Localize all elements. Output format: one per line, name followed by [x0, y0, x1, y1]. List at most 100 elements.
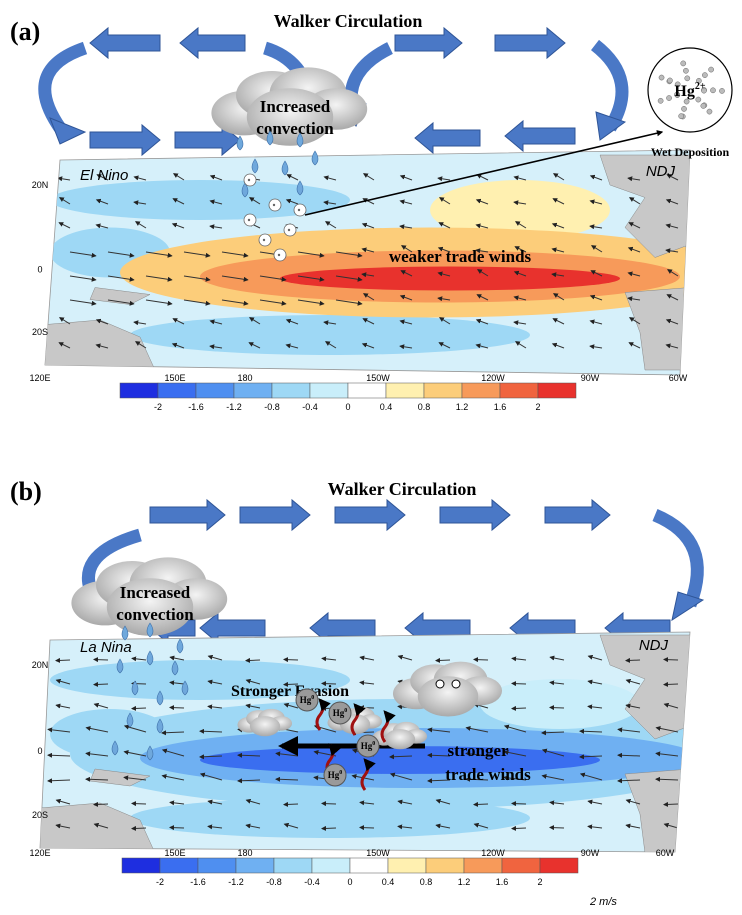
colorbar-swatch: [274, 858, 312, 873]
hail-dot: [288, 229, 290, 231]
wind-vector: [512, 683, 526, 684]
lat-label: 0: [37, 746, 42, 756]
colorbar-label: -1.2: [226, 402, 242, 412]
colorbar-label: 0.4: [382, 877, 395, 887]
winds-line: stronger: [447, 741, 509, 760]
hg-particle: [659, 75, 664, 80]
convection-line: Increased: [120, 583, 191, 602]
lon-label: 120W: [481, 848, 505, 858]
wind-vector: [550, 707, 564, 708]
winds-label: weaker trade winds: [389, 247, 532, 266]
colorbar-label: -0.4: [304, 877, 320, 887]
flow-arrow: [150, 500, 225, 530]
anomaly: [50, 180, 350, 220]
colorbar-label: 0.8: [418, 402, 431, 412]
wind-vector: [132, 828, 146, 829]
colorbar-label: 0: [347, 877, 352, 887]
wind-vector: [474, 804, 488, 805]
wind-vector: [626, 660, 640, 661]
hg-particle: [702, 73, 707, 78]
colorbar-swatch: [312, 858, 350, 873]
wind-vector: [94, 684, 108, 685]
colorbar-label: 1.6: [496, 877, 509, 887]
lon-label: 120E: [29, 848, 50, 858]
lat-label: 20S: [32, 810, 48, 820]
winds-line: trade winds: [445, 765, 531, 784]
colorbar-swatch: [464, 858, 502, 873]
anomaly: [280, 267, 620, 291]
flow-arrow: [495, 28, 565, 58]
hail-dot: [273, 204, 275, 206]
map-label: El Nino: [80, 167, 128, 184]
flow-arrow: [180, 28, 245, 58]
species-sup: 0: [339, 770, 342, 776]
colorbar-swatch: [272, 383, 310, 398]
wind-vector: [474, 659, 488, 660]
hg-particle: [719, 88, 724, 93]
wind-vector: [94, 804, 108, 805]
hg-particle: [683, 68, 688, 73]
hg-particle: [681, 61, 686, 66]
species-sup: 2+: [695, 81, 706, 92]
wind-vector: [246, 660, 260, 661]
lon-label: 60W: [669, 373, 688, 383]
lat-label: 20S: [32, 327, 48, 337]
flow-arrow: [240, 500, 310, 530]
species-base: Hg: [333, 708, 345, 718]
cloud: [385, 729, 415, 749]
colorbar-label: 2: [535, 402, 540, 412]
lon-label: 90W: [581, 848, 600, 858]
hail-dot: [263, 239, 265, 241]
colorbar-swatch: [160, 858, 198, 873]
colorbar-swatch: [388, 858, 426, 873]
lon-label: 120W: [481, 373, 505, 383]
species-sup: 0: [372, 741, 375, 747]
face-eye: [436, 680, 444, 688]
curved-arrow: [655, 515, 697, 605]
hg-particle: [701, 103, 706, 108]
colorbar-label: 0: [345, 402, 350, 412]
hail-dot: [248, 219, 250, 221]
lon-label: 150W: [366, 373, 390, 383]
colorbar-swatch: [424, 383, 462, 398]
species-base: Hg: [361, 741, 373, 751]
flow-arrow: [505, 121, 575, 151]
colorbar-label: 0.8: [420, 877, 433, 887]
lon-label: 90W: [581, 373, 600, 383]
wind-vector: [436, 660, 450, 661]
colorbar-swatch: [350, 858, 388, 873]
colorbar-label: -0.8: [266, 877, 282, 887]
wind-vector: [132, 708, 146, 709]
colorbar-label: -1.6: [188, 402, 204, 412]
species-base: Hg: [328, 770, 340, 780]
colorbar-swatch: [158, 383, 196, 398]
lat-label: 20N: [32, 180, 49, 190]
colorbar-label: -1.2: [228, 877, 244, 887]
anomaly: [200, 746, 600, 774]
wind-vector: [512, 708, 526, 709]
hg-particle: [666, 95, 671, 100]
hg-particle: [710, 88, 715, 93]
lon-label: 150E: [164, 373, 185, 383]
colorbar-label: 1.2: [456, 402, 469, 412]
colorbar-label: -2: [154, 402, 162, 412]
hg-particle: [667, 78, 672, 83]
colorbar-swatch: [196, 383, 234, 398]
panel-title: Walker Circulation: [328, 479, 477, 499]
colorbar-label: -0.4: [302, 402, 318, 412]
lon-label: 120E: [29, 373, 50, 383]
colorbar-swatch: [538, 383, 576, 398]
wind-vector: [132, 803, 146, 804]
flow-arrow: [335, 500, 405, 530]
wind-vector: [284, 804, 298, 805]
hail-dot: [248, 179, 250, 181]
panel-title: Walker Circulation: [274, 11, 423, 31]
flow-arrow: [395, 28, 462, 58]
season-label: NDJ: [646, 163, 676, 180]
wind-vector: [170, 827, 184, 828]
curved-arrow: [45, 48, 85, 128]
curved-arrow-head: [50, 118, 85, 144]
flow-arrow: [90, 125, 160, 155]
map-label: La Nina: [80, 639, 132, 656]
flow-arrow: [545, 500, 610, 530]
